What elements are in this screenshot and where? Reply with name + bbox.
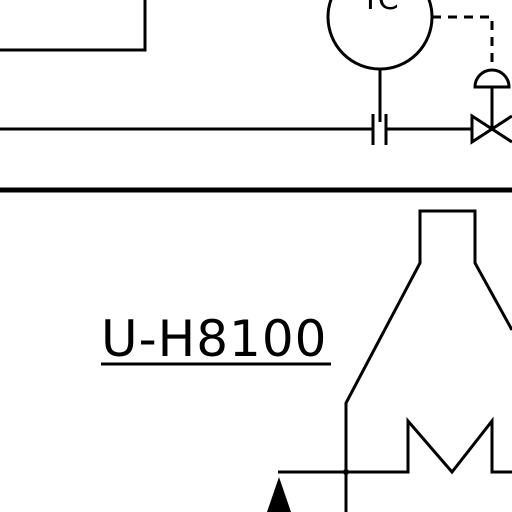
- heater-coil: [278, 416, 512, 475]
- valve-body-right: [489, 114, 512, 144]
- equipment-outline-top-left: [0, 0, 147, 52]
- heater-stack: [344, 209, 512, 512]
- control-signal-line: [432, 15, 494, 68]
- unit-label: U-H8100: [101, 310, 331, 368]
- instrument-tag-letters: TC: [360, 0, 399, 17]
- valve-body-left: [470, 113, 495, 145]
- temperature-controller-instrument[interactable]: TC: [326, 0, 434, 71]
- fired-heater-icon[interactable]: [267, 209, 512, 512]
- control-valve-icon[interactable]: [470, 68, 512, 145]
- coil-junction-dot: [343, 469, 349, 475]
- flow-arrow-icon: [267, 477, 291, 512]
- valve-actuator-dome: [473, 68, 511, 89]
- unit-label-text: U-H8100: [101, 310, 327, 368]
